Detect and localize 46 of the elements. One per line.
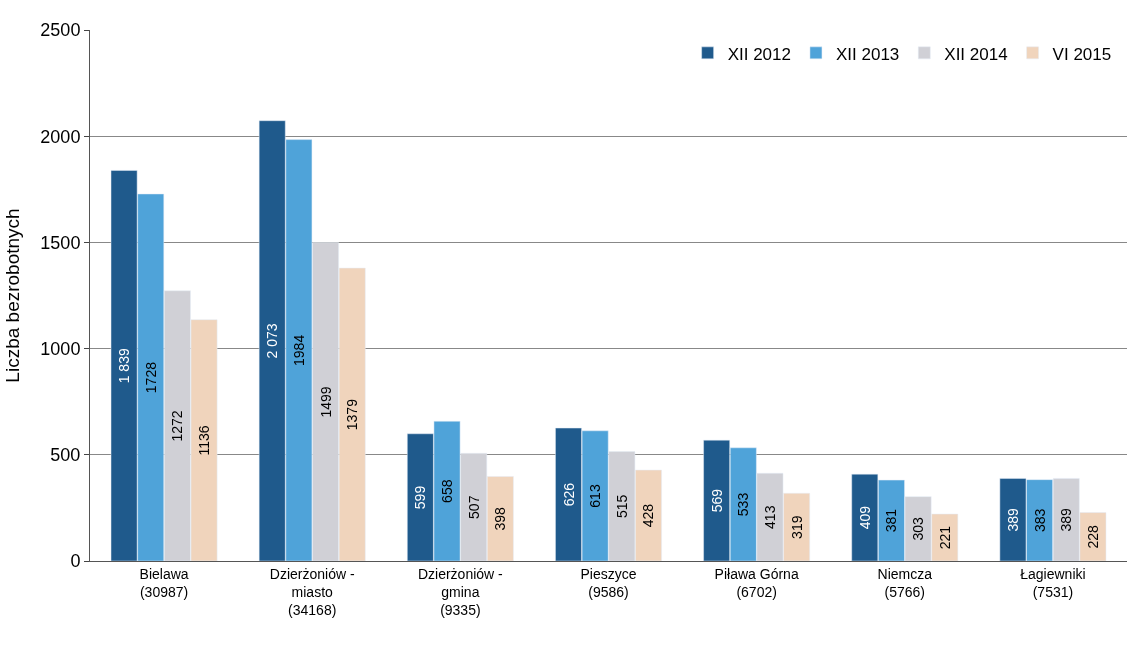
- data-label: 1728: [142, 361, 159, 394]
- legend-label: XII 2013: [835, 44, 900, 64]
- data-label: 413: [761, 505, 778, 529]
- y-tick-label: 500: [50, 445, 81, 466]
- y-axis-title: Liczba bezrobotnych: [2, 208, 24, 383]
- y-tick-label: 1500: [40, 232, 81, 253]
- y-tick-label: 2500: [40, 20, 81, 41]
- legend-label: XII 2012: [727, 44, 791, 64]
- data-label: 228: [1084, 525, 1101, 549]
- data-label: 319: [788, 515, 805, 539]
- data-label: 507: [465, 495, 482, 519]
- data-label: 569: [708, 488, 725, 513]
- data-label: 626: [560, 482, 577, 507]
- data-label: 398: [492, 506, 509, 531]
- data-label: 1984: [290, 334, 307, 366]
- data-label: 1 839: [116, 348, 133, 384]
- data-label: 428: [640, 503, 657, 528]
- data-label: 303: [910, 517, 927, 541]
- y-tick-label: 2000: [40, 126, 81, 147]
- x-tick-label: Niemcza (5766): [877, 565, 933, 600]
- data-label: 1272: [169, 410, 186, 442]
- data-label: 599: [412, 485, 429, 510]
- data-label: 221: [936, 525, 953, 550]
- data-label: 1379: [344, 398, 361, 431]
- data-label: 409: [856, 505, 873, 530]
- data-label: 381: [883, 508, 900, 533]
- legend-label: XII 2014: [944, 44, 1008, 64]
- data-label: 515: [613, 494, 630, 519]
- data-label: 1499: [317, 386, 334, 418]
- x-tick-label: Bielawa (30987): [139, 565, 189, 600]
- data-label: 658: [439, 479, 456, 503]
- data-label: 383: [1031, 508, 1048, 533]
- x-tick-label: Piława Górna (6702): [714, 565, 799, 600]
- data-label: 613: [587, 484, 604, 508]
- x-tick-label: Dzierżoniów - miasto (34168): [269, 565, 355, 619]
- data-label: 389: [1058, 507, 1075, 532]
- x-tick-label: Dzierżoniów - gmina (9335): [417, 565, 504, 619]
- data-label: 533: [735, 492, 752, 517]
- x-tick-label: Pieszyce (9586): [580, 565, 637, 600]
- x-tick-label: Łagiewniki (7531): [1020, 565, 1086, 600]
- data-label: 2 073: [264, 323, 281, 359]
- data-label: 389: [1004, 507, 1021, 532]
- y-tick-label: 1000: [40, 338, 81, 359]
- legend-label: VI 2015: [1052, 44, 1112, 64]
- data-label: 1136: [196, 425, 213, 456]
- y-tick-label: 0: [70, 551, 81, 572]
